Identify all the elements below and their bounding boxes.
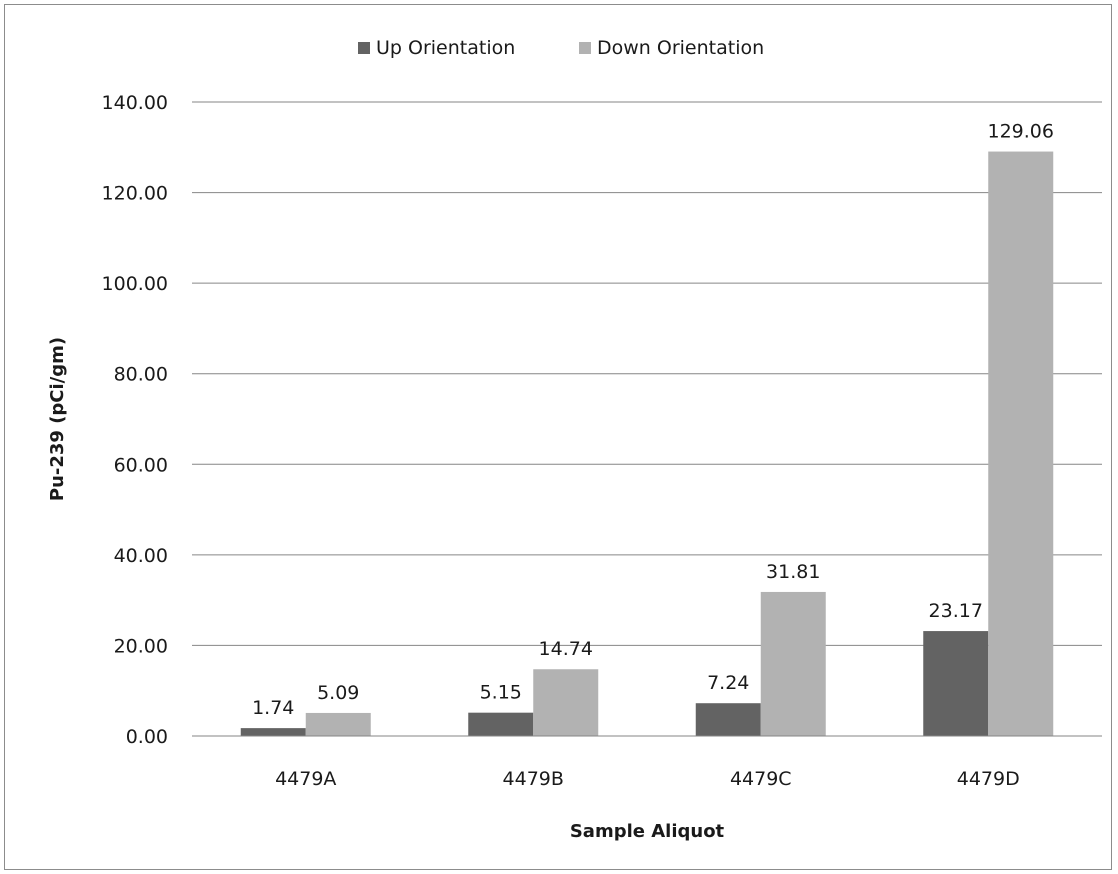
x-tick-label: 4479A xyxy=(275,768,336,790)
y-tick-label: 80.00 xyxy=(114,364,168,386)
data-label: 1.74 xyxy=(252,697,294,719)
y-tick-label: 120.00 xyxy=(102,183,168,205)
bar-down-4479A xyxy=(305,712,371,736)
legend: Up Orientation Down Orientation xyxy=(358,37,764,59)
y-axis-ticks: 0.00 20.00 40.00 60.00 80.00 100.00 120.00 140.… xyxy=(102,92,168,748)
bar-down-4479C xyxy=(760,591,826,736)
bars xyxy=(240,151,1054,736)
data-label: 31.81 xyxy=(766,561,820,583)
legend-swatch-up xyxy=(358,42,370,54)
bar-down-4479B xyxy=(533,669,599,736)
chart-frame: 0.00 20.00 40.00 60.00 80.00 100.00 120.00 140.… xyxy=(4,4,1112,870)
data-label: 23.17 xyxy=(929,600,983,622)
legend-label-up: Up Orientation xyxy=(376,37,515,59)
data-label: 14.74 xyxy=(539,638,593,660)
bar-down-4479D xyxy=(988,151,1054,736)
y-tick-label: 140.00 xyxy=(102,92,168,114)
x-tick-label: 4479C xyxy=(730,768,792,790)
y-tick-label: 60.00 xyxy=(114,454,168,476)
bar-chart: 0.00 20.00 40.00 60.00 80.00 100.00 120.00 140.… xyxy=(47,37,1102,842)
y-tick-label: 100.00 xyxy=(102,273,168,295)
x-tick-label: 4479B xyxy=(503,768,564,790)
legend-label-down: Down Orientation xyxy=(597,37,764,59)
data-label: 129.06 xyxy=(988,121,1054,143)
gridlines xyxy=(192,101,1102,646)
y-tick-label: 40.00 xyxy=(114,545,168,567)
y-tick-label: 20.00 xyxy=(114,635,168,657)
bar-up-4479A xyxy=(240,728,306,736)
data-labels: 1.74 5.09 5.15 14.74 7.24 31.81 23.17 129.06 xyxy=(252,121,1054,720)
y-axis-title: Pu-239 (pCi/gm) xyxy=(47,337,68,501)
data-label: 5.09 xyxy=(317,682,359,704)
bar-up-4479C xyxy=(695,703,761,736)
x-axis-title: Sample Aliquot xyxy=(570,821,725,842)
data-label: 7.24 xyxy=(707,672,749,694)
x-tick-label: 4479D xyxy=(957,768,1020,790)
legend-swatch-down xyxy=(579,42,591,54)
data-label: 5.15 xyxy=(480,682,522,704)
bar-up-4479D xyxy=(923,631,989,736)
y-tick-label: 0.00 xyxy=(126,726,168,748)
bar-up-4479B xyxy=(468,712,534,736)
x-axis-ticks: 4479A 4479B 4479C 4479D xyxy=(275,768,1020,790)
